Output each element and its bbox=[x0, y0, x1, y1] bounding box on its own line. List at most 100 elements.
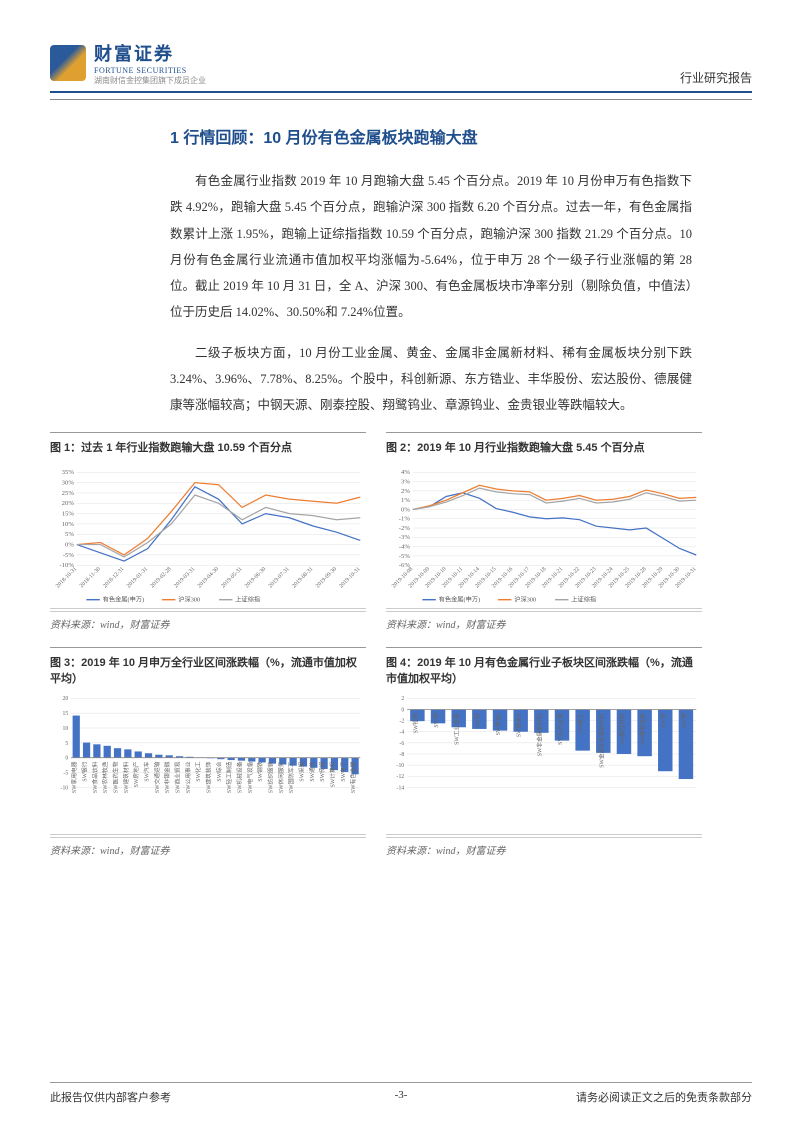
svg-text:-4: -4 bbox=[399, 730, 404, 736]
svg-text:10%: 10% bbox=[62, 521, 75, 528]
svg-text:SW电气设备: SW电气设备 bbox=[246, 762, 254, 794]
svg-text:SW铝: SW铝 bbox=[473, 713, 481, 728]
svg-text:SW有色金属: SW有色金属 bbox=[349, 762, 357, 794]
svg-text:0: 0 bbox=[401, 708, 404, 714]
svg-text:SW采掘: SW采掘 bbox=[297, 762, 305, 782]
svg-text:SW黄金II: SW黄金II bbox=[515, 713, 523, 737]
svg-text:SW食品饮料: SW食品饮料 bbox=[91, 762, 99, 794]
svg-text:2019-09-30: 2019-09-30 bbox=[315, 566, 338, 589]
header-rule bbox=[50, 99, 752, 100]
svg-text:-10: -10 bbox=[397, 763, 405, 769]
svg-text:SW钢铁: SW钢铁 bbox=[256, 762, 264, 782]
svg-text:有色金属(申万): 有色金属(申万) bbox=[103, 596, 144, 604]
section-title: 1 行情回顾：10 月份有色金属板块跑输大盘 bbox=[170, 124, 692, 148]
svg-text:4%: 4% bbox=[401, 469, 410, 476]
svg-text:2019-07-31: 2019-07-31 bbox=[268, 566, 291, 589]
svg-text:SW家用电器: SW家用电器 bbox=[70, 762, 78, 794]
logo-text-cn: 财富证券 bbox=[94, 40, 206, 66]
svg-text:0: 0 bbox=[65, 756, 68, 762]
svg-text:上证综指: 上证综指 bbox=[571, 596, 596, 604]
svg-text:2019-05-31: 2019-05-31 bbox=[220, 566, 243, 589]
svg-text:SW综合: SW综合 bbox=[215, 762, 223, 782]
svg-text:-1%: -1% bbox=[399, 516, 411, 523]
svg-text:SW锂: SW锂 bbox=[680, 713, 688, 728]
svg-text:1%: 1% bbox=[401, 497, 410, 504]
svg-text:SW金属非金属新材料: SW金属非金属新材料 bbox=[597, 713, 605, 768]
svg-text:SW铜: SW铜 bbox=[432, 713, 440, 728]
svg-text:SW钨: SW钨 bbox=[659, 713, 667, 728]
chart-1-source: 资料来源：wind，财富证券 bbox=[50, 611, 366, 641]
svg-text:SW建筑装饰: SW建筑装饰 bbox=[204, 762, 212, 794]
svg-text:-12: -12 bbox=[397, 774, 405, 780]
svg-text:SW商业贸易: SW商业贸易 bbox=[174, 762, 182, 794]
svg-text:SW银行: SW银行 bbox=[81, 762, 89, 782]
footer-page-number: -3- bbox=[395, 1089, 408, 1101]
svg-text:-5%: -5% bbox=[63, 552, 75, 559]
chart-2-title: 图 2：2019 年 10 月行业指数跑输大盘 5.45 个百分点 bbox=[386, 432, 702, 464]
chart-1-title: 图 1：过去 1 年行业指数跑输大盘 10.59 个百分点 bbox=[50, 432, 366, 464]
chart-3-title: 图 3：2019 年 10 月申万全行业区间涨跌幅（%，流通市值加权平均） bbox=[50, 647, 366, 690]
svg-text:2018-10-31: 2018-10-31 bbox=[55, 566, 78, 589]
svg-text:SW非金属新材料: SW非金属新材料 bbox=[535, 713, 543, 756]
svg-text:SW公用事业: SW公用事业 bbox=[184, 762, 192, 794]
main-content: 1 行情回顾：10 月份有色金属板块跑输大盘 有色金属行业指数 2019 年 1… bbox=[50, 124, 752, 867]
svg-text:2019-03-31: 2019-03-31 bbox=[173, 566, 196, 589]
svg-text:SW稀土: SW稀土 bbox=[577, 713, 585, 733]
chart-2-source: 资料来源：wind，财富证券 bbox=[386, 611, 702, 641]
svg-text:SW农林牧渔: SW农林牧渔 bbox=[101, 762, 109, 794]
chart-2-svg: -6%-5%-4%-3%-2%-1%0%1%2%3%4%2019-10-0820… bbox=[386, 464, 702, 608]
svg-text:-6: -6 bbox=[399, 741, 404, 747]
svg-text:-5: -5 bbox=[63, 771, 68, 777]
svg-text:-14: -14 bbox=[397, 786, 405, 792]
svg-text:3%: 3% bbox=[401, 479, 410, 486]
svg-text:0%: 0% bbox=[401, 507, 410, 514]
company-logo-icon bbox=[50, 45, 86, 81]
svg-text:2019-06-30: 2019-06-30 bbox=[244, 566, 267, 589]
svg-text:2019-04-30: 2019-04-30 bbox=[197, 566, 220, 589]
svg-text:SW机械设备: SW机械设备 bbox=[235, 762, 243, 794]
svg-text:20%: 20% bbox=[62, 500, 75, 507]
chart-4-title: 图 4：2019 年 10 月有色金属行业子板块区间涨跌幅（%，流通市值加权平均… bbox=[386, 647, 702, 690]
svg-text:-2%: -2% bbox=[399, 525, 411, 532]
svg-text:SW非银金融: SW非银金融 bbox=[163, 762, 171, 794]
page-header: 财富证券 FORTUNE SECURITIES 湖南财信金控集团旗下成员企业 行… bbox=[50, 40, 752, 93]
svg-text:SW房地产: SW房地产 bbox=[132, 762, 140, 788]
svg-text:2: 2 bbox=[401, 696, 404, 702]
svg-text:SW传媒: SW传媒 bbox=[318, 762, 326, 782]
svg-text:5: 5 bbox=[65, 741, 68, 747]
svg-text:有色金属(申万): 有色金属(申万) bbox=[439, 596, 480, 604]
svg-text:20: 20 bbox=[62, 696, 68, 702]
svg-text:SW轻工制造: SW轻工制造 bbox=[225, 762, 233, 794]
svg-text:-8: -8 bbox=[399, 752, 404, 758]
svg-text:2019-02-28: 2019-02-28 bbox=[150, 566, 173, 589]
chart-4-source: 资料来源：wind，财富证券 bbox=[386, 837, 702, 867]
chart-3: 图 3：2019 年 10 月申万全行业区间涨跌幅（%，流通市值加权平均） -1… bbox=[50, 647, 366, 867]
svg-text:2018-12-31: 2018-12-31 bbox=[102, 566, 125, 589]
svg-text:2018-11-30: 2018-11-30 bbox=[79, 566, 102, 589]
chart-1: 图 1：过去 1 年行业指数跑输大盘 10.59 个百分点 -10%-5%0%5… bbox=[50, 432, 366, 641]
svg-text:SW国防军工: SW国防军工 bbox=[287, 762, 295, 794]
chart-3-svg: -10-505101520SW家用电器SW银行SW食品饮料SW农林牧渔SW医药生… bbox=[50, 690, 366, 834]
svg-text:SW电子: SW电子 bbox=[339, 762, 347, 782]
paragraph-2: 二级子板块方面，10 月份工业金属、黄金、金属非金属新材料、稀有金属板块分别下跌… bbox=[170, 340, 692, 419]
footer-right: 请务必阅读正文之后的免责条款部分 bbox=[576, 1089, 752, 1105]
chart-4: 图 4：2019 年 10 月有色金属行业子板块区间涨跌幅（%，流通市值加权平均… bbox=[386, 647, 702, 867]
doc-type-label: 行业研究报告 bbox=[680, 69, 752, 86]
chart-4-svg: -14-12-10-8-6-4-202SW铅锌SW铜SW工业金属SW铝SW黄金I… bbox=[386, 690, 702, 834]
svg-text:SW磁性材料: SW磁性材料 bbox=[618, 713, 626, 745]
svg-text:SW工业金属: SW工业金属 bbox=[453, 713, 461, 745]
svg-text:2019-10-31: 2019-10-31 bbox=[338, 566, 361, 589]
logo-text-en: FORTUNE SECURITIES bbox=[94, 66, 206, 75]
svg-text:SW黄金I: SW黄金I bbox=[494, 713, 502, 735]
svg-text:SW汽车: SW汽车 bbox=[143, 762, 151, 782]
svg-text:沪深300: 沪深300 bbox=[178, 596, 200, 604]
svg-text:5%: 5% bbox=[65, 531, 74, 538]
svg-text:SW纺织服装: SW纺织服装 bbox=[266, 762, 274, 794]
svg-text:SW休闲服务: SW休闲服务 bbox=[277, 762, 285, 794]
svg-text:15%: 15% bbox=[62, 511, 75, 518]
svg-text:2019-01-31: 2019-01-31 bbox=[126, 566, 149, 589]
svg-text:沪深300: 沪深300 bbox=[514, 596, 536, 604]
chart-1-svg: -10%-5%0%5%10%15%20%25%30%35%2018-10-312… bbox=[50, 464, 366, 608]
svg-text:-2: -2 bbox=[399, 719, 404, 725]
logo-block: 财富证券 FORTUNE SECURITIES 湖南财信金控集团旗下成员企业 bbox=[50, 40, 206, 86]
